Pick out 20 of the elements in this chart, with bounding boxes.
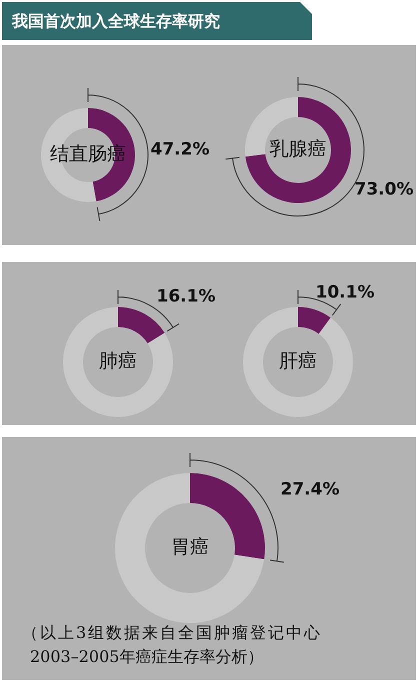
donut-slice [298, 307, 331, 334]
donut-slice [63, 307, 173, 417]
donut-slice [118, 307, 165, 344]
text: 2003–2005年癌症生存率分析） [30, 647, 264, 666]
data-label: 10.1% [316, 282, 374, 303]
donut-slice [115, 473, 264, 623]
slice-label: 肝癌 [279, 350, 317, 372]
data-label: 73.0% [354, 180, 414, 200]
donut-slice [88, 108, 135, 202]
donut-slice [190, 473, 265, 560]
slice-label: 胃癌 [171, 536, 209, 558]
chart-title: 我国首次加入全球生存率研究 [11, 11, 220, 30]
slice-label: 肺癌 [99, 350, 137, 372]
donut-slice [245, 97, 351, 203]
slice-label: 乳腺癌 [270, 138, 326, 160]
text: （以上3组数据来自全国肿瘤登记中心 [22, 623, 322, 642]
data-label: 16.1% [156, 286, 216, 307]
donut-slice [243, 307, 353, 417]
data-label: 47.2% [150, 140, 210, 160]
data-label: 27.4% [280, 480, 340, 500]
